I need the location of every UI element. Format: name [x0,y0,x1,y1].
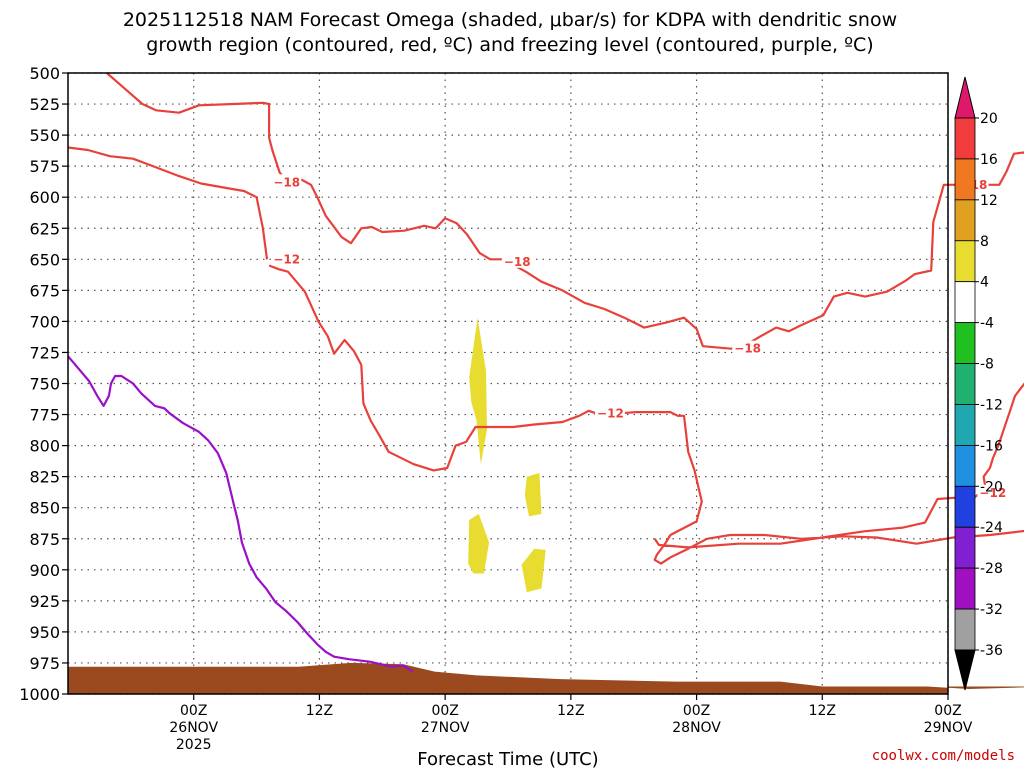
y-tick-label: 950 [29,623,60,642]
y-tick-label: 850 [29,499,60,518]
chart-title-line2: growth region (contoured, red, ºC) and f… [146,34,873,56]
colorbar-label: -4 [980,316,994,332]
omega-region [524,472,542,517]
colorbar-label: -12 [980,397,1003,413]
y-tick-label: 525 [29,95,60,114]
colorbar-label: 4 [980,275,989,291]
contour-label: −18 [734,342,761,356]
colorbar-box [954,567,976,610]
colorbar-label: -32 [980,602,1003,618]
x-tick-label: 12Z [809,703,836,719]
y-tick-label: 775 [29,406,60,425]
contour-label-bg [501,253,532,268]
colorbar-box [954,322,976,364]
colorbar-label: -20 [980,479,1003,495]
colorbar: 20 16 12 8 4 -4 -8 -12 -16 -20 -24 -28 -32 -36 [954,76,1003,691]
omega-shading [468,317,546,593]
x-tick-label: 12Z [557,703,584,719]
terrain-area [68,662,1024,694]
x-tick-label: 00Z [934,703,961,719]
contour-line [67,146,269,260]
y-tick-label: 800 [29,437,60,456]
colorbar-label: -28 [980,561,1003,577]
contour-line [268,264,1024,565]
omega-region [469,317,487,465]
x-tick-label: 00Z [683,703,710,719]
contour-label-bg [595,405,626,420]
colorbar-top-arrow [954,76,976,119]
y-tick-label: 1000 [19,685,60,704]
contour-label-bg [732,340,763,355]
x-tick-label: 28NOV [672,720,721,736]
y-tick-label: 550 [29,126,60,145]
colorbar-box [954,281,976,324]
colorbar-label: -36 [980,643,1003,659]
y-tick-label: 500 [29,64,60,83]
contour-line [106,72,1024,350]
credit-text: coolwx.com/models [872,748,1015,764]
y-tick-label: 875 [29,530,60,549]
colorbar-box [954,404,976,446]
terrain-fill [68,662,1024,694]
x-tick-label: 12Z [306,703,333,719]
contour-label-bg [271,174,302,189]
y-tick-label: 925 [29,592,60,611]
y-tick-label: 975 [29,654,60,673]
x-tick-label: 00Z [431,703,458,719]
x-tick-label: 2025 [176,737,212,753]
x-tick-label: 27NOV [421,720,470,736]
y-axis-ticks: 500 525 550 575 600 625 650 675 700 725 750 775 800 8… [19,64,68,704]
colorbar-box [954,158,976,201]
colorbar-bottom-arrow [954,649,976,691]
y-tick-label: 750 [29,375,60,394]
y-tick-label: 575 [29,157,60,176]
colorbar-label: 8 [980,234,989,250]
colorbar-label: 20 [980,111,998,127]
colorbar-box [954,444,976,487]
colorbar-box [954,526,976,569]
colorbar-box [954,363,976,405]
chart-title-line1: 2025112518 NAM Forecast Omega (shaded, μ… [123,9,897,31]
contour-label: −12 [273,252,300,266]
colorbar-label: 12 [980,193,998,209]
colorbar-box [954,240,976,283]
y-tick-label: 700 [29,312,60,331]
colorbar-box [954,485,976,528]
omega-region [468,513,490,574]
y-tick-label: 625 [29,219,60,238]
y-tick-label: 825 [29,468,60,487]
contour-label-bg [977,484,1008,499]
colorbar-label: -16 [980,438,1003,454]
y-tick-label: 600 [29,188,60,207]
contour-lines [67,72,1024,673]
y-tick-label: 650 [29,250,60,269]
colorbar-label: -24 [980,520,1003,536]
contour-label-bg [271,251,302,266]
contour-label: −12 [979,486,1006,500]
colorbar-box [954,117,976,160]
x-tick-label: 00Z [180,703,207,719]
x-axis-label: Forecast Time (UTC) [417,749,598,768]
colorbar-box [954,199,976,242]
y-tick-label: 675 [29,281,60,300]
contour-label: −18 [504,255,531,269]
grid [68,72,949,695]
contour-labels: −18−12−18−18−12−12−18 [271,174,1008,500]
y-tick-label: 725 [29,343,60,362]
x-tick-label: 26NOV [169,720,218,736]
colorbar-label: -8 [980,357,994,373]
omega-region [521,548,546,593]
contour-line [67,355,414,673]
y-tick-label: 900 [29,561,60,580]
colorbar-box [954,608,976,651]
x-tick-label: 29NOV [924,720,973,736]
colorbar-label: 16 [980,152,998,168]
contour-label: −18 [273,175,300,189]
contour-label: −12 [597,406,624,420]
